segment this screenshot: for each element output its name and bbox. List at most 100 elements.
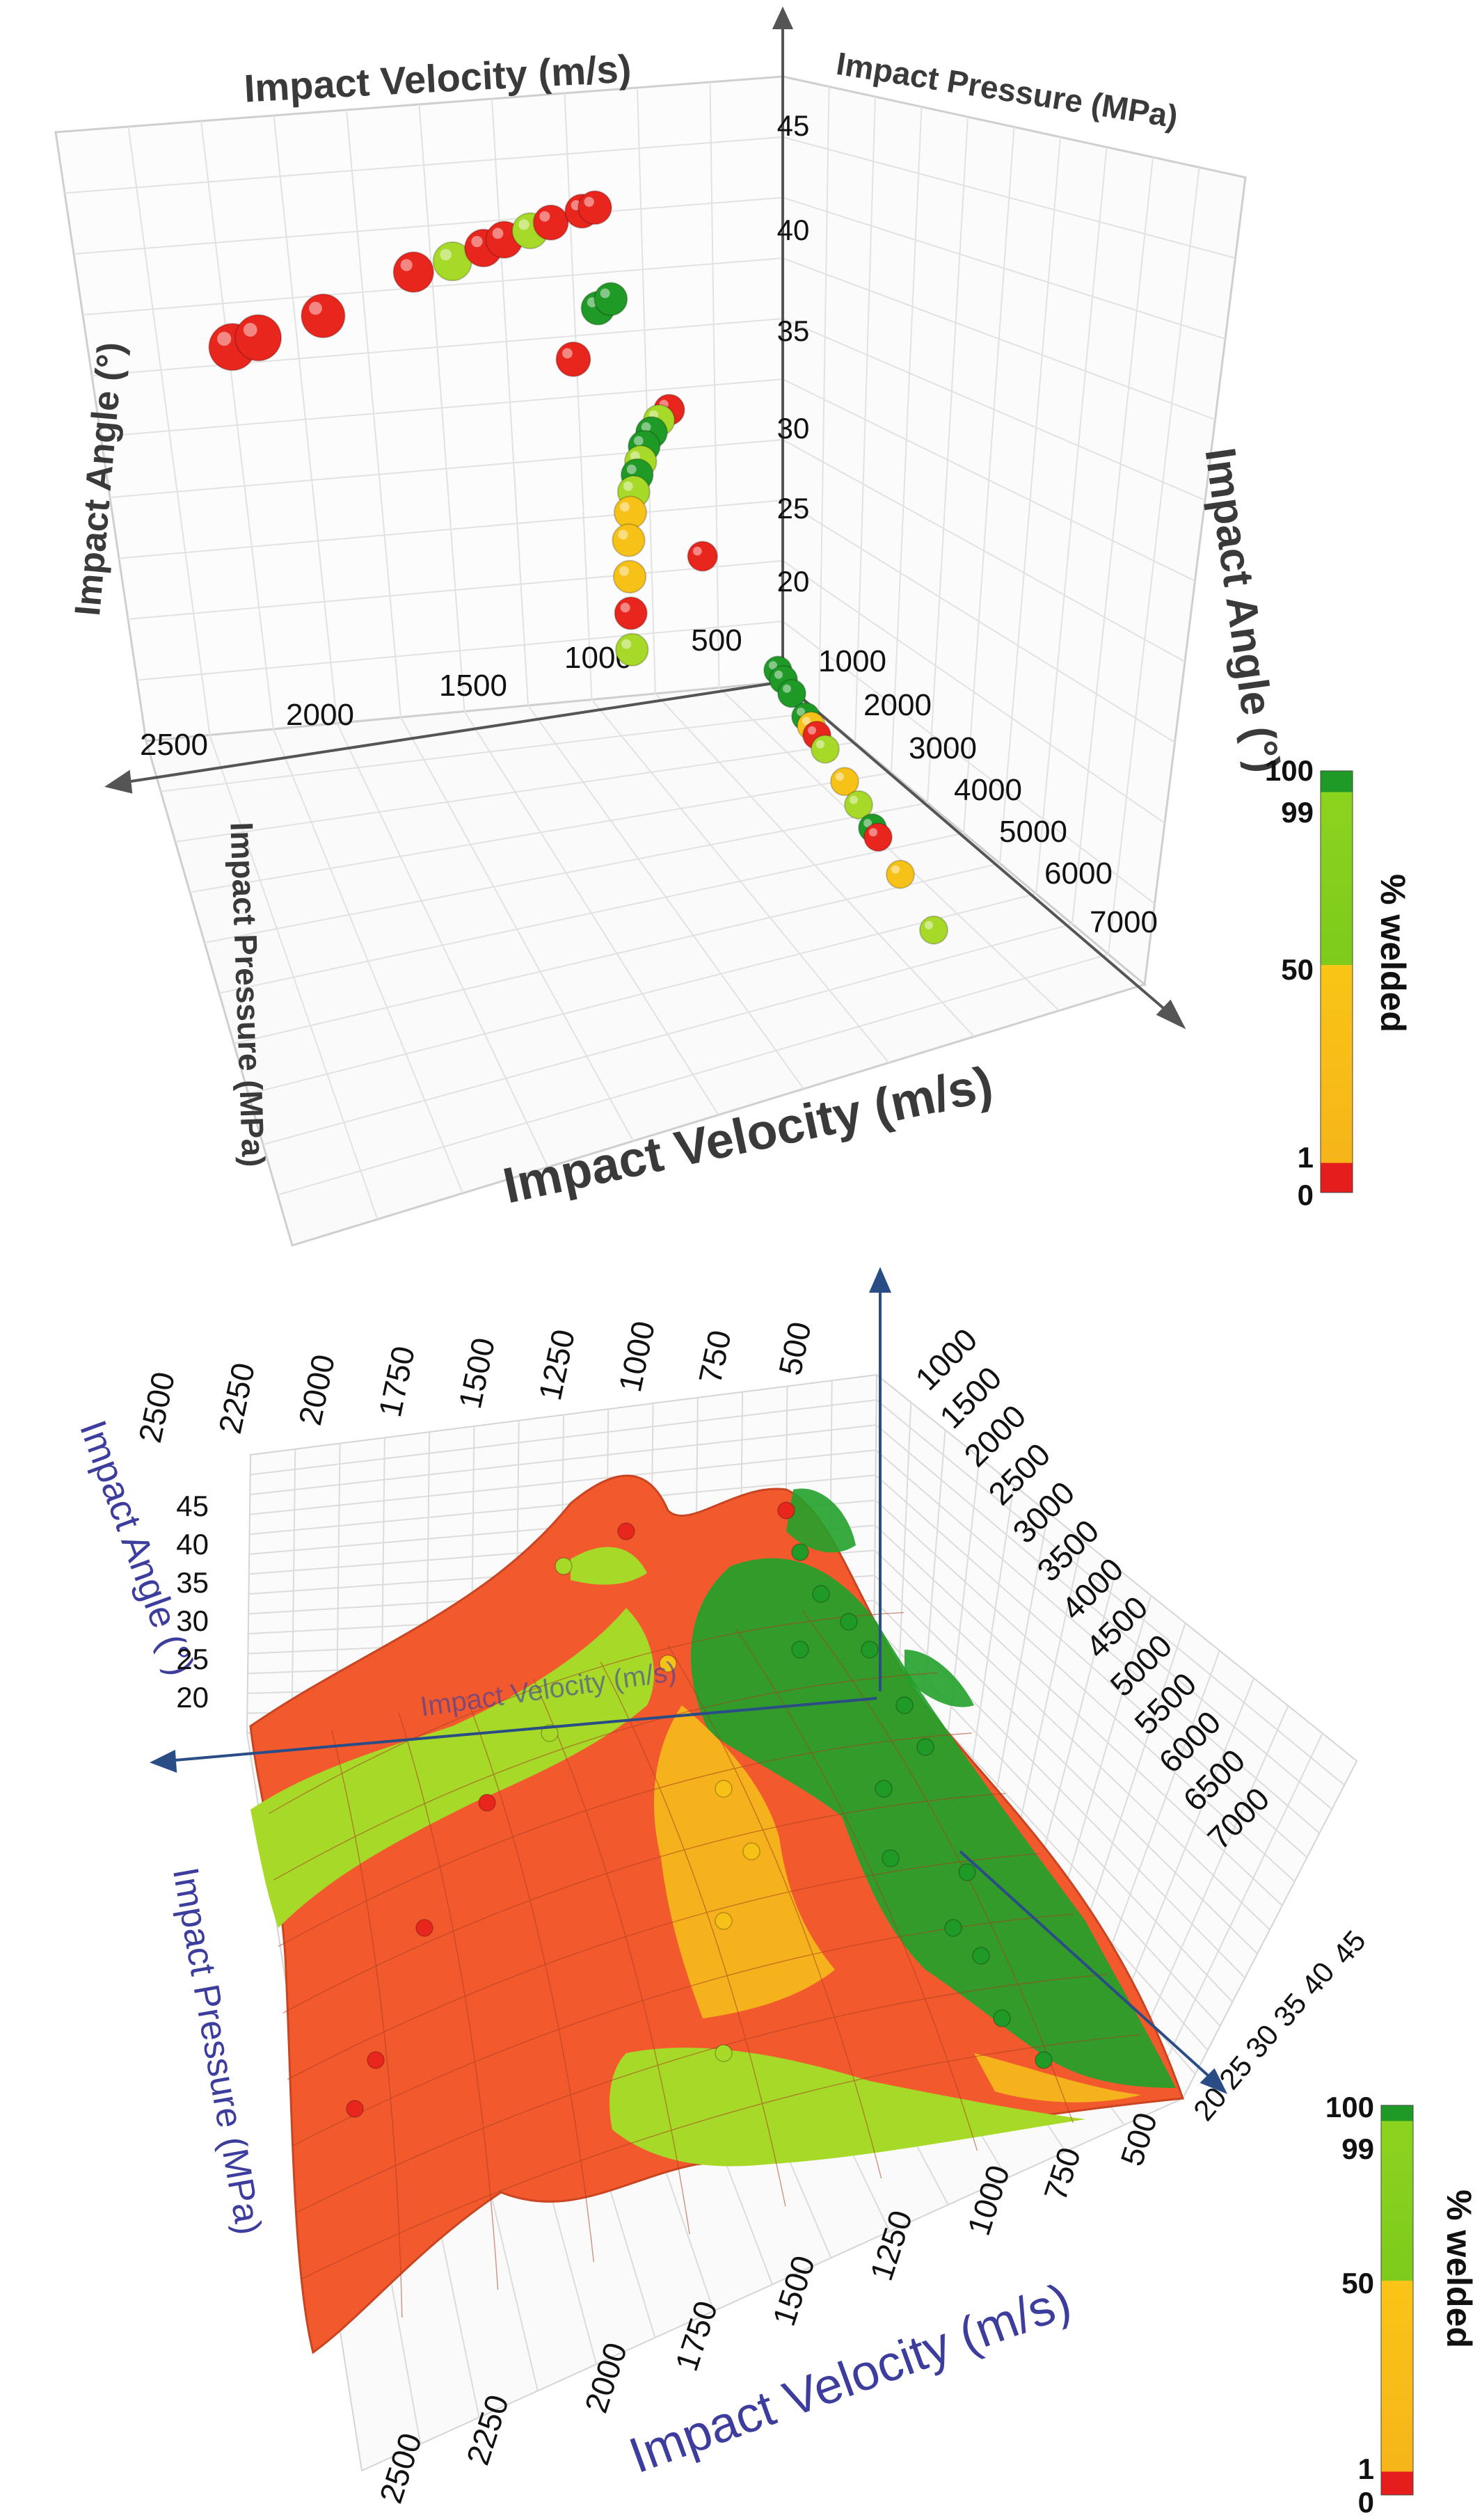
- colorbar-tick: 50: [1281, 953, 1314, 986]
- grid-line: [109, 439, 783, 498]
- surface-point: [555, 1557, 573, 1575]
- grid-line: [709, 81, 720, 688]
- grid-line: [127, 560, 783, 620]
- surface-green-plateau: [690, 1558, 1176, 2088]
- data-point: [234, 314, 282, 362]
- surface-point: [972, 1947, 990, 1965]
- angle-tick: 30: [176, 1604, 209, 1637]
- data-point-highlight: [808, 726, 816, 735]
- mesh-line: [802, 1611, 1074, 2123]
- data-point-highlight: [243, 323, 257, 337]
- surface-orange-edge: [974, 2053, 1141, 2103]
- surface-angle-ticks-left: 45 40 35 30 25 20: [176, 1490, 209, 1714]
- grid-line: [527, 705, 804, 1090]
- mesh-line: [301, 2034, 1142, 2280]
- surface-point: [415, 1919, 433, 1937]
- colorbar-label: % welded: [1373, 874, 1412, 1032]
- angle-tick: 45: [176, 1490, 209, 1522]
- velocity-tick: 500: [772, 1318, 818, 1378]
- velocity-tick: 500: [691, 623, 742, 657]
- data-point-highlight: [620, 603, 630, 613]
- data-point: [615, 632, 649, 667]
- surface-point: [791, 1543, 809, 1561]
- mesh-line: [273, 1672, 938, 1881]
- data-point-highlight: [623, 481, 633, 491]
- surface-point: [958, 1863, 976, 1881]
- grid-line: [262, 923, 1073, 1145]
- grid-line: [1035, 147, 1108, 894]
- data-point: [863, 822, 893, 852]
- mesh-line: [330, 1730, 403, 2318]
- data-point-highlight: [309, 301, 322, 315]
- colorbar-top: 100 99 50 1 0 % welded: [1265, 754, 1412, 1211]
- grid-line: [782, 439, 1186, 662]
- surface-mesh-lines: [269, 1611, 1142, 2318]
- pressure-ticks: 1000 2000 3000 4000 5000 6000 7000: [818, 644, 1158, 939]
- surface-point: [1035, 2051, 1053, 2069]
- data-point-highlight: [562, 348, 573, 359]
- grid-line: [782, 621, 1156, 904]
- grid-line: [1093, 1650, 1220, 1993]
- surface-point: [882, 1849, 900, 1867]
- grid-line: [491, 98, 529, 706]
- data-point-highlight: [539, 211, 550, 222]
- grid-line: [782, 500, 1176, 743]
- data-point-highlight: [621, 639, 632, 649]
- angle-tick: 35: [777, 314, 810, 347]
- surface-point: [742, 1842, 760, 1860]
- mesh-line: [398, 1712, 499, 2290]
- surface-lime-band-left: [250, 1608, 654, 1928]
- angle-right-title: Impact Angle (°): [1195, 445, 1289, 775]
- velocity-tick: 2250: [212, 1359, 262, 1437]
- angle-tick: 25: [777, 492, 810, 525]
- data-point: [844, 790, 873, 820]
- surface-point: [346, 2100, 364, 2118]
- data-point-highlight: [584, 196, 594, 207]
- data-point: [811, 734, 840, 764]
- pressure-tick: 3000: [909, 731, 977, 765]
- data-point: [612, 523, 646, 557]
- colorbar-tick: 0: [1298, 1179, 1314, 1211]
- data-point: [614, 596, 648, 630]
- grid-line: [591, 699, 890, 1064]
- data-point-highlight: [850, 795, 858, 804]
- data-point-highlight: [816, 740, 824, 749]
- surface-point: [812, 1585, 830, 1603]
- colorbar-bottom-bar: [1380, 2105, 1414, 2496]
- grid-line: [637, 87, 656, 694]
- surface-point: [993, 2009, 1011, 2027]
- grid-line: [218, 832, 964, 994]
- grid-line: [718, 687, 1060, 1012]
- data-point-highlight: [836, 772, 844, 781]
- data-point: [612, 559, 647, 594]
- surface-green-patches: [786, 1488, 974, 1707]
- mesh-line: [282, 1792, 1006, 2013]
- grid-line: [233, 863, 1001, 1044]
- angle-tick: 25: [176, 1643, 209, 1675]
- data-point: [532, 204, 569, 241]
- velocity-tick: 2500: [132, 1369, 182, 1446]
- surface-point: [715, 2044, 733, 2062]
- velocity-tick: 1500: [439, 669, 507, 703]
- velocity-tick: 2000: [292, 1351, 342, 1428]
- colorbar-bottom: 100 99 50 1 0 % welded: [1325, 2091, 1479, 2519]
- surface-point: [715, 1780, 733, 1798]
- colorbar-label: % welded: [1440, 2190, 1479, 2348]
- velocity-tick: 1250: [532, 1326, 582, 1403]
- surface-axes: [150, 1266, 1228, 2094]
- grid-line: [248, 893, 1037, 1095]
- data-point-highlight: [619, 566, 629, 576]
- scatter-axes: [104, 6, 1186, 1030]
- angle-ticks: 45 40 35 30 25 20: [777, 109, 810, 598]
- colorbar-tick: 99: [1281, 796, 1314, 829]
- grid-line: [1160, 1732, 1323, 2073]
- grid-line: [1071, 157, 1154, 925]
- data-point: [687, 541, 719, 572]
- data-point: [777, 678, 806, 708]
- grid-line: [782, 560, 1165, 824]
- surface-point: [367, 2051, 385, 2069]
- data-point-highlight: [783, 684, 791, 693]
- data-point-highlight: [891, 865, 900, 874]
- data-point: [577, 190, 612, 225]
- data-point-highlight: [620, 502, 630, 512]
